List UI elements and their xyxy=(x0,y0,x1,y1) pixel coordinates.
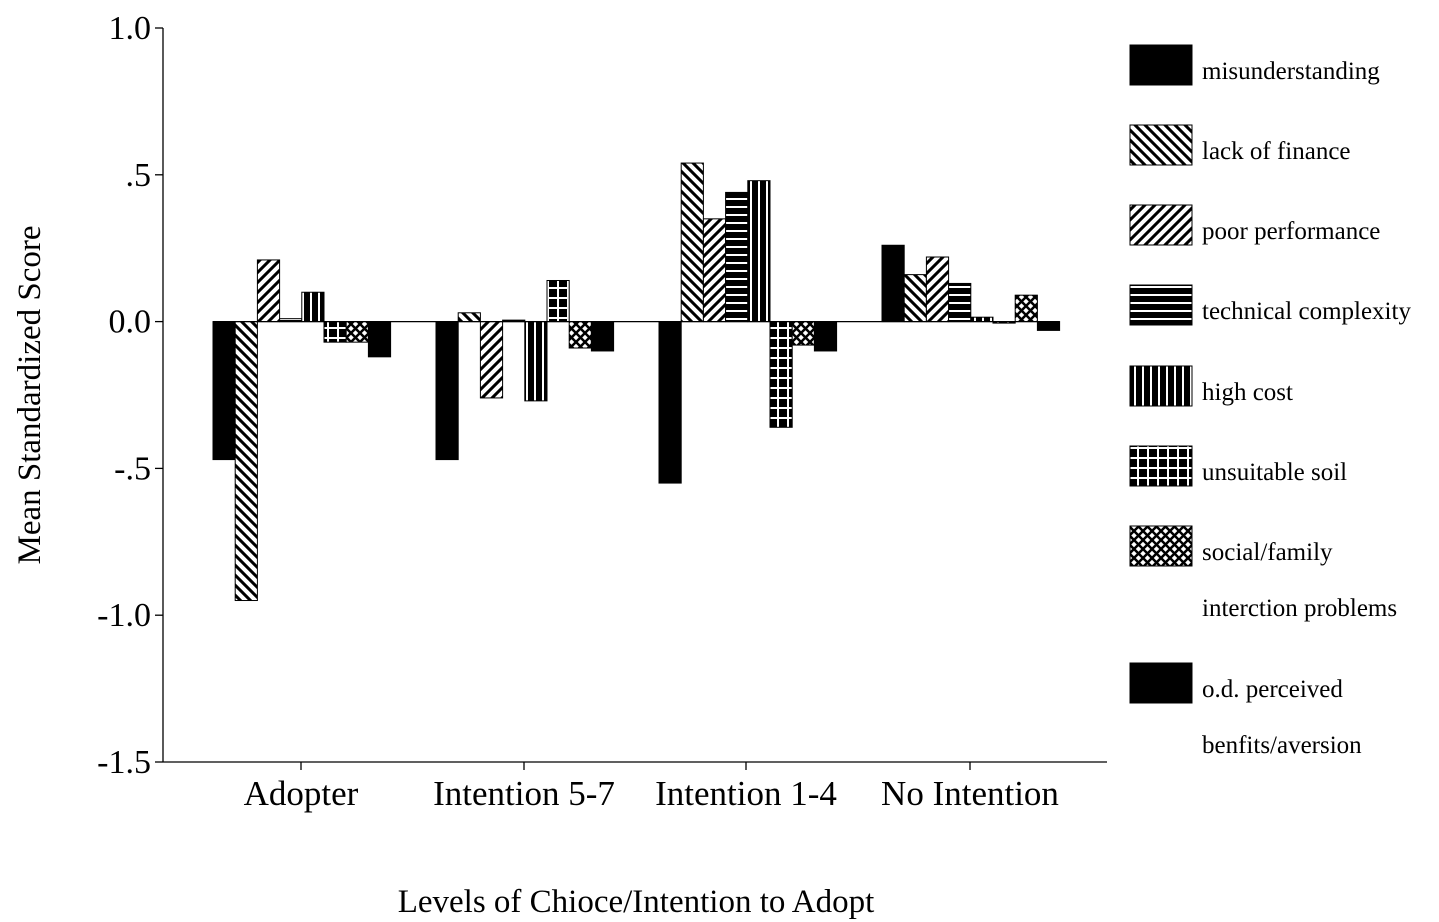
bar xyxy=(367,321,392,358)
legend-swatch xyxy=(1129,445,1193,487)
bar xyxy=(881,244,905,323)
y-tick-label: 0.0 xyxy=(109,304,152,341)
legend-label: interction problems xyxy=(1202,595,1397,622)
bar xyxy=(658,321,682,484)
category-label: Adopter xyxy=(244,774,359,813)
bar xyxy=(212,321,236,461)
bar xyxy=(769,321,793,428)
bar xyxy=(323,321,347,343)
bar xyxy=(435,321,459,461)
axes xyxy=(162,28,1107,763)
legend-label: high cost xyxy=(1202,379,1293,406)
x-axis-categories: Adopter Intention 5-7 Intention 1-4 No Inte… xyxy=(244,762,1059,813)
bar xyxy=(345,321,369,343)
category-label: Intention 1-4 xyxy=(655,774,837,813)
bar xyxy=(925,256,950,323)
legend-swatch xyxy=(1129,525,1193,567)
x-axis-title: Levels of Chioce/Intention to Adopt xyxy=(398,884,875,920)
y-axis-ticks: 1.0 .5 0.0 -.5 -1.0 -1.5 xyxy=(97,10,163,781)
bar xyxy=(680,162,704,323)
bar xyxy=(256,259,281,323)
y-tick-label: -1.5 xyxy=(97,744,151,781)
bar xyxy=(457,312,481,323)
legend-label: social/family xyxy=(1202,539,1333,566)
y-tick-label: .5 xyxy=(126,157,152,194)
legend-label: technical complexity xyxy=(1202,298,1411,325)
bar xyxy=(903,274,927,323)
legend-swatch xyxy=(1129,204,1193,246)
legend-swatch xyxy=(1129,284,1193,326)
legend-swatch xyxy=(1129,365,1193,407)
bar xyxy=(524,321,548,402)
bar xyxy=(301,291,325,323)
bar xyxy=(725,191,749,323)
legend-label: lack of finance xyxy=(1202,138,1351,165)
legend-swatch xyxy=(1129,124,1193,166)
bar xyxy=(747,180,771,323)
category-label: Intention 5-7 xyxy=(433,774,615,813)
y-tick-label: -.5 xyxy=(114,450,151,487)
category-label: No Intention xyxy=(881,774,1059,813)
bar xyxy=(970,316,994,323)
bar xyxy=(1014,294,1038,323)
bar xyxy=(948,282,972,323)
bar xyxy=(568,321,592,349)
bar xyxy=(813,321,838,352)
legend-swatch xyxy=(1129,662,1193,704)
bar xyxy=(546,279,570,323)
bar xyxy=(791,321,815,346)
y-tick-label: 1.0 xyxy=(109,10,152,47)
legend-label: misunderstanding xyxy=(1202,58,1380,85)
legend-swatch xyxy=(1129,44,1193,86)
bar xyxy=(702,218,727,323)
bar xyxy=(590,321,615,352)
bars xyxy=(212,162,1061,602)
bar xyxy=(479,321,504,399)
y-axis-title: Mean Standardized Score xyxy=(12,225,48,564)
legend-label: o.d. perceived xyxy=(1202,676,1343,703)
legend-label: benfits/aversion xyxy=(1202,732,1362,759)
legend-label: unsuitable soil xyxy=(1202,459,1347,486)
bar xyxy=(1036,321,1061,331)
bar xyxy=(234,321,258,602)
legend-label: poor performance xyxy=(1202,218,1380,245)
legend: misunderstanding lack of finance poor perf… xyxy=(1129,44,1411,759)
y-tick-label: -1.0 xyxy=(97,597,151,634)
